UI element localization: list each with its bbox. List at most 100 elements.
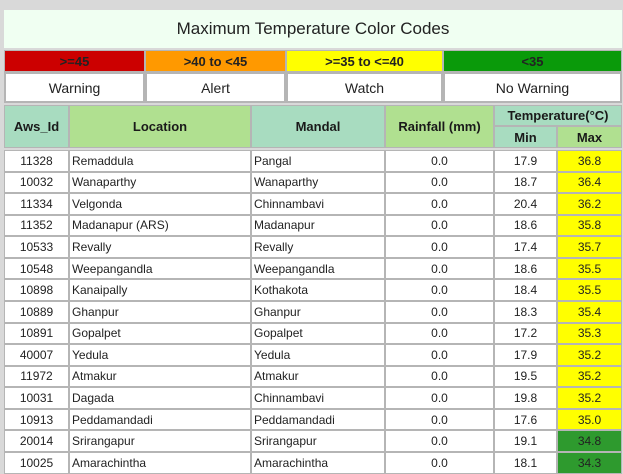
table-cell: 10031 xyxy=(4,387,69,409)
table-cell: 0.0 xyxy=(385,193,494,215)
table-cell: 0.0 xyxy=(385,214,494,237)
table-cell: 11334 xyxy=(4,193,69,215)
table-cell: 18.4 xyxy=(494,279,557,301)
table-cell: 0.0 xyxy=(385,171,494,194)
column-header: Max xyxy=(557,126,622,148)
table-cell: 19.1 xyxy=(494,430,557,452)
table-cell: 17.6 xyxy=(494,408,557,431)
table-cell: 0.0 xyxy=(385,451,494,474)
table-cell: 35.2 xyxy=(557,387,622,409)
table-cell: 0.0 xyxy=(385,430,494,452)
table-cell: 0.0 xyxy=(385,236,494,258)
table-cell: 20014 xyxy=(4,430,69,452)
table-cell: 0.0 xyxy=(385,257,494,280)
table-cell: 17.9 xyxy=(494,344,557,366)
column-header: Location xyxy=(69,105,251,148)
table-cell: 18.6 xyxy=(494,257,557,280)
table-cell: Revally xyxy=(69,236,251,258)
table-cell: Madanapur (ARS) xyxy=(69,214,251,237)
table-cell: 17.2 xyxy=(494,322,557,345)
table-cell: 0.0 xyxy=(385,300,494,323)
table-cell: 11352 xyxy=(4,214,69,237)
table-cell: 19.8 xyxy=(494,387,557,409)
table-cell: Remaddula xyxy=(69,150,251,172)
table-cell: 18.7 xyxy=(494,171,557,194)
table-cell: 0.0 xyxy=(385,322,494,345)
table-cell: 10898 xyxy=(4,279,69,301)
legend-range: >=45 xyxy=(4,50,145,72)
table-cell: 40007 xyxy=(4,344,69,366)
table-cell: Ghanpur xyxy=(69,300,251,323)
table-cell: 19.5 xyxy=(494,365,557,388)
table-cell: Chinnambavi xyxy=(251,387,385,409)
table-cell: 35.3 xyxy=(557,322,622,345)
legend-range: >40 to <45 xyxy=(145,50,286,72)
table-cell: Revally xyxy=(251,236,385,258)
table-cell: 0.0 xyxy=(385,279,494,301)
table-cell: 0.0 xyxy=(385,344,494,366)
table-cell: Pangal xyxy=(251,150,385,172)
table-cell: 34.3 xyxy=(557,451,622,474)
legend-meaning: Watch xyxy=(286,72,443,103)
table-cell: 35.2 xyxy=(557,365,622,388)
table-cell: 10913 xyxy=(4,408,69,431)
table-cell: Yedula xyxy=(251,344,385,366)
table-cell: 18.1 xyxy=(494,451,557,474)
table-cell: Srirangapur xyxy=(251,430,385,452)
table-cell: Dagada xyxy=(69,387,251,409)
table-cell: Madanapur xyxy=(251,214,385,237)
table-cell: 35.5 xyxy=(557,257,622,280)
table-cell: 0.0 xyxy=(385,408,494,431)
table-cell: 36.4 xyxy=(557,171,622,194)
table-cell: Peddamandadi xyxy=(69,408,251,431)
column-header: Rainfall (mm) xyxy=(385,105,494,148)
table-cell: Wanaparthy xyxy=(251,171,385,194)
table-cell: Atmakur xyxy=(251,365,385,388)
column-header: Mandal xyxy=(251,105,385,148)
table-cell: 10889 xyxy=(4,300,69,323)
column-header: Temperature(°C) xyxy=(494,105,622,126)
table-cell: 11328 xyxy=(4,150,69,172)
table-cell: Gopalpet xyxy=(251,322,385,345)
table-cell: Peddamandadi xyxy=(251,408,385,431)
table-cell: Weepangandla xyxy=(251,257,385,280)
legend-meaning: No Warning xyxy=(443,72,622,103)
table-cell: 36.8 xyxy=(557,150,622,172)
table-cell: 0.0 xyxy=(385,365,494,388)
table-cell: 35.4 xyxy=(557,300,622,323)
table-cell: 10891 xyxy=(4,322,69,345)
table-cell: Velgonda xyxy=(69,193,251,215)
legend-meaning: Alert xyxy=(145,72,286,103)
table-cell: 35.5 xyxy=(557,279,622,301)
table-cell: Ghanpur xyxy=(251,300,385,323)
table-cell: Amarachintha xyxy=(69,451,251,474)
column-header: Min xyxy=(494,126,557,148)
table-cell: 11972 xyxy=(4,365,69,388)
table-cell: 35.2 xyxy=(557,344,622,366)
table-cell: 10032 xyxy=(4,171,69,194)
table-cell: 20.4 xyxy=(494,193,557,215)
column-header: Aws_Id xyxy=(4,105,69,148)
table-cell: 10548 xyxy=(4,257,69,280)
table-cell: 18.3 xyxy=(494,300,557,323)
table-cell: 34.8 xyxy=(557,430,622,452)
table-cell: 0.0 xyxy=(385,387,494,409)
table-cell: Srirangapur xyxy=(69,430,251,452)
table-cell: 35.8 xyxy=(557,214,622,237)
legend-range: >=35 to <=40 xyxy=(286,50,443,72)
table-cell: 0.0 xyxy=(385,150,494,172)
table-cell: Yedula xyxy=(69,344,251,366)
table-cell: Weepangandla xyxy=(69,257,251,280)
table-cell: Kanaipally xyxy=(69,279,251,301)
legend-meaning: Warning xyxy=(4,72,145,103)
table-cell: Chinnambavi xyxy=(251,193,385,215)
table-cell: Atmakur xyxy=(69,365,251,388)
table-cell: Gopalpet xyxy=(69,322,251,345)
page-title: Maximum Temperature Color Codes xyxy=(4,10,622,48)
table-cell: 35.7 xyxy=(557,236,622,258)
legend-range: <35 xyxy=(443,50,622,72)
table-cell: Kothakota xyxy=(251,279,385,301)
table-cell: 10533 xyxy=(4,236,69,258)
table-cell: 35.0 xyxy=(557,408,622,431)
